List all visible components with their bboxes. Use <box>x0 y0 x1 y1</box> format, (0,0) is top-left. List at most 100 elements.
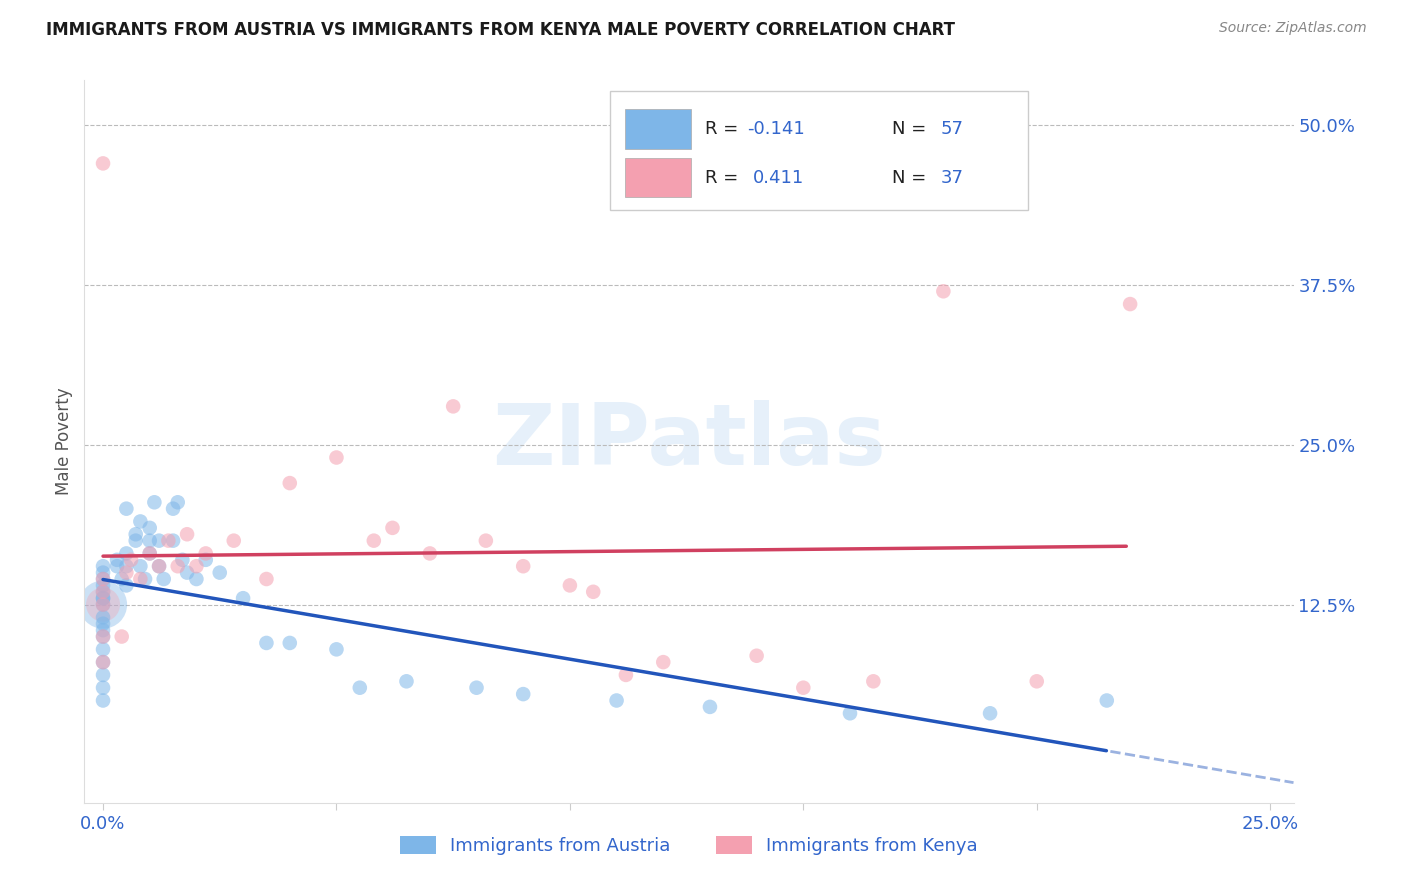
Point <box>419 546 441 560</box>
Point <box>91 156 114 170</box>
FancyBboxPatch shape <box>610 91 1028 211</box>
Point <box>138 546 160 560</box>
Point <box>91 616 114 631</box>
Point <box>1095 693 1118 707</box>
Point <box>232 591 254 606</box>
Point <box>138 533 160 548</box>
Point <box>465 681 488 695</box>
Point <box>932 285 955 299</box>
Point <box>91 630 114 644</box>
Point <box>208 566 231 580</box>
Point <box>254 636 277 650</box>
Point <box>91 693 114 707</box>
Point <box>349 681 371 695</box>
Point <box>91 598 114 612</box>
Point <box>325 642 347 657</box>
Point <box>441 400 464 414</box>
Point <box>111 572 134 586</box>
Point <box>278 636 301 650</box>
Point <box>91 559 114 574</box>
Point <box>979 706 1001 721</box>
FancyBboxPatch shape <box>624 158 692 197</box>
Point <box>91 591 114 606</box>
Point <box>381 521 404 535</box>
Point <box>111 630 134 644</box>
Point <box>105 559 128 574</box>
Point <box>157 533 180 548</box>
Point <box>115 578 138 592</box>
Point <box>839 706 862 721</box>
Point <box>558 578 581 592</box>
Point <box>194 553 217 567</box>
Text: N =: N = <box>891 169 932 186</box>
Text: -0.141: -0.141 <box>747 120 804 138</box>
Point <box>162 533 184 548</box>
Point <box>176 566 198 580</box>
Point <box>862 674 884 689</box>
Text: R =: R = <box>704 169 749 186</box>
Point <box>91 572 114 586</box>
Point <box>125 533 148 548</box>
Point <box>91 584 114 599</box>
Point <box>606 693 628 707</box>
Point <box>363 533 385 548</box>
Point <box>475 533 498 548</box>
Point <box>91 655 114 669</box>
Point <box>91 610 114 624</box>
Y-axis label: Male Poverty: Male Poverty <box>55 388 73 495</box>
Point <box>166 495 188 509</box>
Point <box>115 559 138 574</box>
Text: ZIPatlas: ZIPatlas <box>492 400 886 483</box>
Point <box>115 566 138 580</box>
Point <box>176 527 198 541</box>
Point <box>129 559 152 574</box>
Point <box>91 623 114 637</box>
Point <box>148 559 170 574</box>
Point <box>91 584 114 599</box>
Point <box>143 495 166 509</box>
FancyBboxPatch shape <box>624 109 692 149</box>
Point <box>172 553 194 567</box>
Point <box>125 527 148 541</box>
Point <box>222 533 245 548</box>
Point <box>138 521 160 535</box>
Text: R =: R = <box>704 120 744 138</box>
Point <box>120 553 142 567</box>
Point <box>91 598 114 612</box>
Point <box>134 572 156 586</box>
Point <box>652 655 675 669</box>
Point <box>152 572 174 586</box>
Point <box>91 572 114 586</box>
Point <box>91 578 114 592</box>
Point <box>325 450 347 465</box>
Point <box>582 584 605 599</box>
Point <box>148 533 170 548</box>
Point <box>115 501 138 516</box>
Legend: Immigrants from Austria, Immigrants from Kenya: Immigrants from Austria, Immigrants from… <box>392 829 986 863</box>
Point <box>91 598 114 612</box>
Point <box>91 655 114 669</box>
Point <box>91 591 114 606</box>
Point <box>614 668 637 682</box>
Point <box>278 476 301 491</box>
Point <box>138 546 160 560</box>
Point <box>166 559 188 574</box>
Point <box>129 572 152 586</box>
Point <box>91 630 114 644</box>
Point <box>186 559 208 574</box>
Point <box>512 559 534 574</box>
Point <box>699 699 721 714</box>
Point <box>512 687 534 701</box>
Text: 57: 57 <box>941 120 963 138</box>
Point <box>148 559 170 574</box>
Point <box>745 648 768 663</box>
Point <box>91 642 114 657</box>
Point <box>91 566 114 580</box>
Point <box>395 674 418 689</box>
Point <box>162 501 184 516</box>
Point <box>1025 674 1047 689</box>
Text: IMMIGRANTS FROM AUSTRIA VS IMMIGRANTS FROM KENYA MALE POVERTY CORRELATION CHART: IMMIGRANTS FROM AUSTRIA VS IMMIGRANTS FR… <box>46 21 956 39</box>
Point <box>91 598 114 612</box>
Point <box>792 681 814 695</box>
Point <box>129 515 152 529</box>
